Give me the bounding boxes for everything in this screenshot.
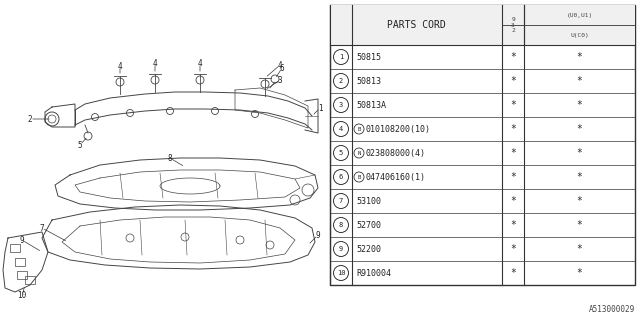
Text: 6: 6 — [280, 63, 284, 73]
Text: *: * — [510, 172, 516, 182]
Text: *: * — [577, 148, 582, 158]
Bar — [15, 258, 25, 266]
Text: *: * — [510, 268, 516, 278]
Text: *: * — [510, 100, 516, 110]
Text: R910004: R910004 — [356, 268, 391, 277]
Text: B: B — [357, 126, 360, 132]
Text: 2: 2 — [28, 115, 32, 124]
Text: *: * — [577, 52, 582, 62]
Text: 8: 8 — [168, 154, 172, 163]
Bar — [10, 244, 20, 252]
Text: 9: 9 — [339, 246, 343, 252]
Text: 8: 8 — [339, 222, 343, 228]
Text: A513000029: A513000029 — [589, 305, 635, 314]
Text: 3: 3 — [339, 102, 343, 108]
Text: 023808000(4): 023808000(4) — [366, 148, 426, 157]
Text: *: * — [510, 76, 516, 86]
Text: (U0,U1): (U0,U1) — [566, 12, 593, 18]
Text: 5: 5 — [77, 140, 83, 149]
Text: 2: 2 — [339, 78, 343, 84]
Text: 10: 10 — [337, 270, 345, 276]
Text: 10: 10 — [17, 292, 27, 300]
Text: 53100: 53100 — [356, 196, 381, 205]
Text: 4: 4 — [153, 59, 157, 68]
Text: *: * — [577, 76, 582, 86]
Text: B: B — [357, 174, 360, 180]
Text: 9: 9 — [316, 230, 320, 239]
Text: PARTS CORD: PARTS CORD — [387, 20, 445, 30]
Text: *: * — [577, 244, 582, 254]
Text: U(C0): U(C0) — [570, 33, 589, 37]
Text: 7: 7 — [40, 223, 44, 233]
Text: 4: 4 — [118, 61, 122, 70]
Text: 4: 4 — [198, 59, 202, 68]
Text: 1: 1 — [339, 54, 343, 60]
Text: 9
3
2: 9 3 2 — [511, 17, 515, 33]
Text: *: * — [510, 148, 516, 158]
Text: *: * — [577, 268, 582, 278]
Text: *: * — [577, 220, 582, 230]
Bar — [330, 5, 635, 45]
Text: 52700: 52700 — [356, 220, 381, 229]
Text: *: * — [577, 100, 582, 110]
Text: 4: 4 — [339, 126, 343, 132]
Text: *: * — [510, 196, 516, 206]
Text: 3: 3 — [278, 76, 282, 84]
Text: 9: 9 — [20, 236, 24, 244]
Text: 5: 5 — [339, 150, 343, 156]
Text: 047406160(1): 047406160(1) — [366, 172, 426, 181]
Text: *: * — [510, 52, 516, 62]
Text: *: * — [510, 124, 516, 134]
Text: 010108200(10): 010108200(10) — [366, 124, 431, 133]
Text: 7: 7 — [339, 198, 343, 204]
Text: 1: 1 — [317, 103, 323, 113]
Bar — [25, 276, 35, 284]
Text: *: * — [510, 220, 516, 230]
Text: 50813: 50813 — [356, 76, 381, 85]
Text: 52200: 52200 — [356, 244, 381, 253]
Bar — [330, 5, 635, 285]
Text: *: * — [510, 244, 516, 254]
Text: *: * — [577, 124, 582, 134]
Text: 50813A: 50813A — [356, 100, 386, 109]
Text: 4: 4 — [278, 60, 282, 69]
Text: *: * — [577, 172, 582, 182]
Text: 50815: 50815 — [356, 52, 381, 61]
Text: *: * — [577, 196, 582, 206]
Text: 6: 6 — [339, 174, 343, 180]
Bar — [330, 5, 635, 285]
Bar — [17, 271, 27, 279]
Text: N: N — [357, 150, 360, 156]
